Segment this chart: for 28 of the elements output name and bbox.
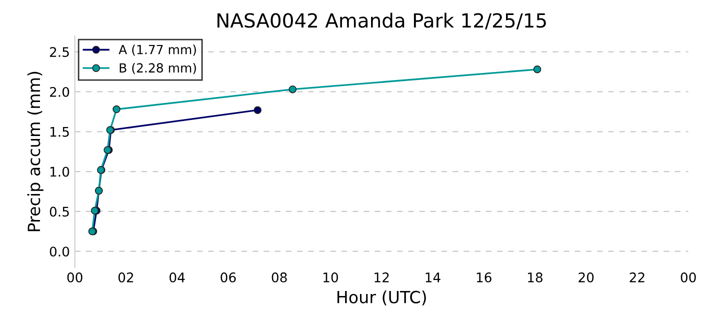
point: [112, 105, 120, 114]
x-tick-label: 22: [630, 272, 644, 282]
x-tick-label: 06: [220, 272, 236, 282]
point: [254, 106, 262, 114]
y-tick-label: 0.5: [50, 206, 69, 217]
x-tick-label: 10: [324, 272, 338, 282]
y-axis-title: Precip accum (mm): [27, 72, 44, 232]
y-tick-label: 0.0: [50, 246, 70, 257]
x-tick-label: 12: [374, 272, 389, 282]
y-tick-label: 2.5: [50, 47, 69, 58]
legend-label: B (2.28 mm): [120, 62, 196, 74]
legend-label: A (1.77 mm): [118, 44, 196, 56]
x-tick-label: 00: [67, 272, 82, 282]
x-tick-label: 14: [426, 272, 440, 282]
y-tick-label: 1.0: [50, 166, 70, 177]
x-tick-label: 04: [170, 272, 185, 282]
point: [533, 65, 542, 74]
x-tick-label: 02: [118, 272, 134, 282]
x-tick-label: 00: [680, 272, 696, 282]
y-tick-label: 1.5: [50, 127, 69, 137]
y-tick-label: 2.0: [50, 86, 70, 97]
point: [288, 85, 297, 94]
x-tick-label: 16: [476, 272, 492, 282]
x-tick-label: 20: [578, 272, 594, 282]
chart-title: NASA0042 Amanda Park 12/25/15: [218, 12, 546, 30]
x-tick-label: 08: [272, 272, 287, 282]
x-tick-label: 18: [528, 272, 542, 282]
x-axis-title: Hour (UTC): [337, 290, 426, 306]
